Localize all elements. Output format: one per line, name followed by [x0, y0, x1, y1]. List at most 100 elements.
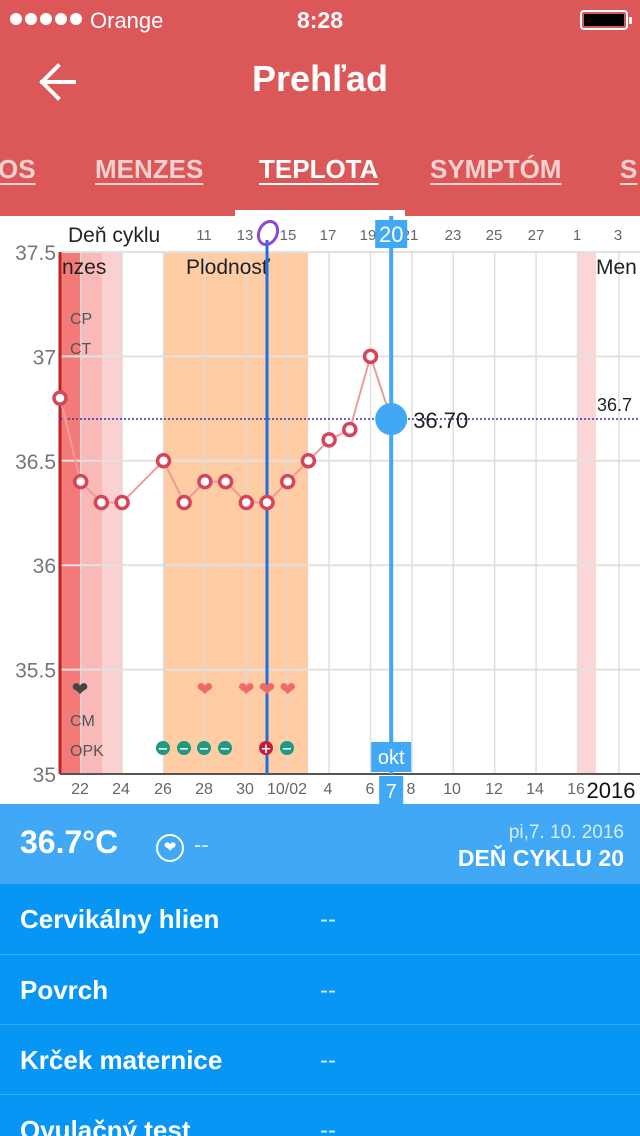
opk-negative-marker [280, 741, 294, 755]
temperature-point [93, 494, 110, 511]
selected-day: 7 [386, 781, 397, 803]
x-tick-label: 22 [71, 781, 89, 798]
page-title: Prehľad [252, 58, 388, 99]
top-tick-label: 19 [360, 227, 377, 244]
cm-label: CM [70, 713, 95, 730]
top-tick-label: 27 [528, 227, 545, 244]
tab-menzes[interactable]: MENZES [95, 154, 204, 184]
cycle-day-label: DEŇ CYKLU 20 [457, 845, 624, 871]
temperature-point [362, 348, 379, 365]
opk-negative-marker [156, 741, 170, 755]
tab-bar: OS MENZES TEPLOTA SYMPTÓM S [0, 140, 640, 216]
arrow-left-icon [39, 63, 76, 101]
temperature-point [114, 494, 130, 511]
opk-negative-marker [197, 741, 211, 755]
selected-date: pi,7. 10. 2016 [508, 822, 624, 843]
coverline-label: 36.7 [597, 395, 632, 415]
month-badge [371, 742, 412, 772]
selected-cycle-day: 20 [379, 222, 403, 247]
month-label: okt [378, 747, 405, 769]
top-tick-label: 11 [196, 227, 212, 244]
detail-value: -- [320, 1117, 336, 1136]
next-menses-label: Men [596, 256, 637, 279]
temperature-point [72, 473, 89, 490]
temperature-point [342, 421, 358, 438]
temperature-point [321, 432, 337, 448]
signal-icon [10, 13, 82, 25]
year-label: 2016 [587, 778, 636, 803]
temperature-point [52, 390, 68, 406]
tab-os[interactable]: OS [0, 154, 36, 184]
opk-symbol: − [179, 742, 190, 757]
opk-symbol: − [282, 742, 293, 757]
opk-symbol: − [220, 742, 231, 757]
y-tick-label: 36 [33, 555, 56, 578]
fertile-label: Plodnosť [186, 256, 271, 279]
tab-symptom[interactable]: SYMPTÓM [430, 154, 562, 184]
detail-row-ovulation-test[interactable]: Ovulačný test -- [0, 1094, 640, 1136]
detail-label: Ovulačný test [20, 1115, 191, 1136]
ct-label: CT [70, 341, 92, 358]
x-tick-label: 10/02 [267, 781, 307, 798]
top-tick-label: 17 [320, 227, 337, 244]
x-tick-label: 28 [195, 781, 213, 798]
y-tick-label: 35 [33, 764, 56, 787]
opk-label: OPK [70, 743, 104, 760]
selected-value-label: 36.70 [413, 408, 468, 433]
x-tick-label: 10 [443, 781, 461, 798]
detail-value: -- [320, 1047, 336, 1074]
temperature-point [300, 453, 317, 469]
tab-more[interactable]: S [620, 154, 638, 184]
heart-marker: ❤ [279, 677, 296, 701]
temperature-chart[interactable]: 37.5 37 36.5 36 35.5 35 Deň cyklu 11 13 15 17 19 21 2… [0, 216, 640, 804]
temperature-point [197, 473, 213, 490]
back-button[interactable] [26, 56, 86, 108]
menses-band-light [80, 252, 102, 774]
top-tick-label: 13 [237, 227, 254, 244]
top-tick-label: 25 [486, 227, 503, 244]
menses-band-next [578, 252, 596, 774]
menses-band [60, 252, 80, 774]
top-axis-label: Deň cyklu [68, 224, 160, 247]
menses-label: nzes [62, 256, 106, 279]
detail-value: -- [320, 906, 336, 933]
detail-row-cervix[interactable]: Krček maternice -- [0, 1024, 640, 1094]
detail-list: Cervikálny hlien -- Povrch -- Krček mate… [0, 884, 640, 1136]
app-header: Orange 8:28 Prehľad OS MENZES TEPLOTA SY… [0, 0, 640, 216]
opk-negative-marker [177, 741, 191, 755]
temperature-point [155, 453, 172, 469]
active-tab-indicator [235, 210, 405, 216]
opk-positive-marker [259, 741, 273, 755]
opk-symbol: − [199, 742, 210, 757]
x-tick-label: 30 [236, 781, 254, 798]
intercourse-value: -- [194, 832, 209, 857]
fertile-band [164, 252, 308, 774]
heart-marker: ❤ [259, 677, 276, 701]
cp-label: CP [70, 311, 92, 328]
temperature-point [279, 473, 296, 490]
y-tick-label: 35.5 [15, 660, 56, 683]
status-time: 8:28 [296, 7, 344, 33]
selection-line [389, 216, 394, 774]
x-tick-label: 12 [485, 781, 503, 798]
y-tick-label: 37 [33, 346, 56, 369]
selected-point [375, 403, 408, 436]
tab-teplota[interactable]: TEPLOTA [259, 154, 379, 184]
detail-value: -- [320, 977, 336, 1004]
top-tick-label: 1 [573, 227, 581, 244]
heart-icon[interactable]: ❤ [156, 834, 184, 862]
selected-cycle-day-badge [375, 220, 408, 248]
carrier-name: Orange [90, 8, 164, 33]
x-tick-label: 16 [567, 781, 585, 798]
status-bar: Orange 8:28 [0, 0, 640, 40]
top-tick-label: 3 [614, 227, 622, 244]
x-tick-label: 8 [407, 781, 416, 798]
detail-row-surface[interactable]: Povrch -- [0, 954, 640, 1024]
opk-negative-marker [218, 741, 232, 755]
opk-symbol: + [261, 742, 272, 757]
detail-label: Krček maternice [20, 1045, 223, 1075]
selected-day-badge [379, 776, 404, 804]
ovulation-marker [256, 219, 280, 247]
detail-row-cervical-mucus[interactable]: Cervikálny hlien -- [0, 884, 640, 954]
